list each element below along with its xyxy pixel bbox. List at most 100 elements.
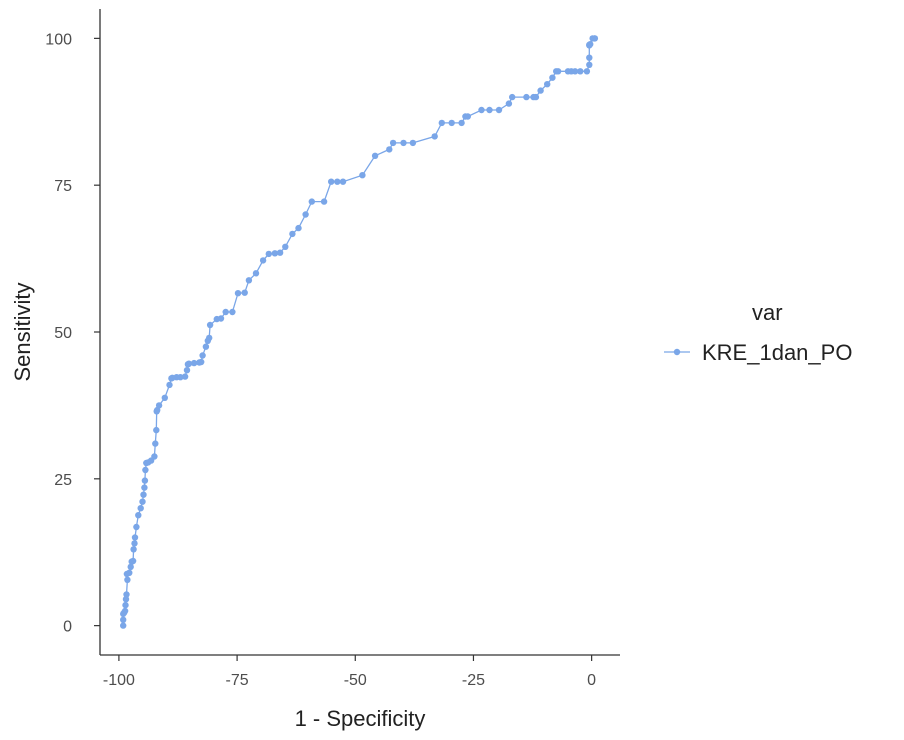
data-point bbox=[198, 358, 205, 366]
data-point bbox=[586, 61, 593, 68]
data-point bbox=[252, 270, 260, 277]
y-ticks: 0 25 50 75 100 bbox=[45, 31, 100, 636]
data-point bbox=[126, 569, 133, 576]
y-tick-label: 100 bbox=[45, 31, 72, 48]
data-point bbox=[359, 172, 366, 179]
y-tick-label: 25 bbox=[54, 472, 72, 489]
legend-item-kre-1dan-po: KRE_1dan_PO bbox=[664, 340, 852, 365]
data-point bbox=[139, 498, 146, 505]
data-point bbox=[282, 243, 289, 250]
y-tick-label: 0 bbox=[63, 619, 72, 636]
data-point bbox=[265, 250, 272, 258]
legend-label: KRE_1dan_PO bbox=[702, 340, 852, 365]
legend: var KRE_1dan_PO bbox=[664, 300, 852, 365]
data-point bbox=[241, 289, 248, 296]
data-point bbox=[206, 321, 214, 329]
series-points bbox=[120, 35, 599, 629]
data-point bbox=[121, 607, 129, 615]
data-point bbox=[130, 546, 137, 553]
legend-key-point bbox=[673, 348, 681, 356]
data-point bbox=[409, 139, 417, 147]
data-point bbox=[320, 198, 328, 205]
x-tick-label: -25 bbox=[462, 672, 485, 689]
legend-title: var bbox=[752, 300, 783, 325]
data-point bbox=[234, 290, 242, 297]
data-point bbox=[583, 68, 591, 75]
data-point bbox=[276, 249, 284, 256]
data-point bbox=[123, 591, 130, 598]
data-point bbox=[155, 402, 163, 409]
data-point bbox=[289, 230, 296, 238]
data-point bbox=[302, 211, 309, 218]
data-point bbox=[141, 477, 149, 484]
x-tick-label: -100 bbox=[103, 672, 135, 689]
data-point bbox=[431, 133, 438, 140]
data-point bbox=[133, 523, 140, 531]
data-point bbox=[486, 106, 493, 114]
axes bbox=[99, 9, 620, 656]
data-point bbox=[181, 373, 189, 380]
data-point bbox=[339, 178, 347, 185]
data-point bbox=[152, 440, 159, 447]
data-point bbox=[122, 596, 130, 603]
data-point bbox=[137, 505, 144, 512]
data-point bbox=[166, 381, 173, 389]
data-point bbox=[271, 250, 279, 257]
data-point bbox=[127, 563, 134, 571]
data-point bbox=[135, 512, 142, 519]
data-point bbox=[122, 601, 129, 609]
data-point bbox=[571, 68, 579, 75]
data-point bbox=[295, 224, 302, 232]
data-point bbox=[509, 93, 516, 101]
data-point bbox=[371, 152, 379, 159]
data-point bbox=[129, 557, 137, 565]
data-point bbox=[389, 139, 397, 147]
data-point bbox=[131, 534, 139, 541]
data-point bbox=[142, 466, 149, 474]
data-point bbox=[120, 622, 127, 629]
data-point bbox=[577, 68, 584, 75]
data-point bbox=[532, 93, 540, 101]
data-point bbox=[587, 41, 594, 48]
x-tick-label: -75 bbox=[226, 672, 249, 689]
data-point bbox=[217, 315, 225, 322]
data-point bbox=[308, 198, 315, 205]
data-point bbox=[458, 119, 465, 127]
y-axis-title: Sensitivity bbox=[10, 282, 35, 381]
x-ticks: -100 -75 -50 -25 0 bbox=[103, 655, 596, 689]
data-point bbox=[334, 178, 341, 185]
data-point bbox=[505, 100, 513, 107]
data-point bbox=[591, 35, 599, 42]
data-point bbox=[190, 359, 198, 367]
data-point bbox=[153, 426, 160, 434]
data-point bbox=[328, 178, 335, 185]
data-point bbox=[400, 139, 407, 147]
data-point bbox=[183, 367, 191, 374]
data-point bbox=[161, 394, 168, 401]
data-point bbox=[554, 68, 562, 75]
series-line-kre-1dan-po bbox=[122, 37, 595, 626]
data-point bbox=[438, 119, 445, 127]
y-tick-label: 75 bbox=[54, 178, 72, 195]
data-point bbox=[206, 334, 213, 342]
data-point bbox=[199, 352, 206, 359]
data-point bbox=[478, 106, 485, 114]
data-point bbox=[259, 257, 267, 264]
data-point bbox=[523, 93, 530, 101]
x-axis-title: 1 - Specificity bbox=[295, 706, 426, 731]
data-point bbox=[202, 343, 210, 350]
data-point bbox=[222, 308, 229, 316]
data-point bbox=[495, 106, 503, 114]
data-point bbox=[141, 484, 148, 491]
data-point bbox=[120, 616, 127, 623]
data-point bbox=[124, 576, 131, 583]
data-point bbox=[386, 146, 393, 153]
data-point bbox=[185, 360, 193, 367]
data-point bbox=[464, 113, 471, 120]
y-tick-label: 50 bbox=[54, 325, 72, 342]
data-point bbox=[131, 540, 138, 547]
data-point bbox=[229, 308, 236, 316]
data-point bbox=[140, 491, 147, 498]
plot-area bbox=[120, 35, 599, 629]
